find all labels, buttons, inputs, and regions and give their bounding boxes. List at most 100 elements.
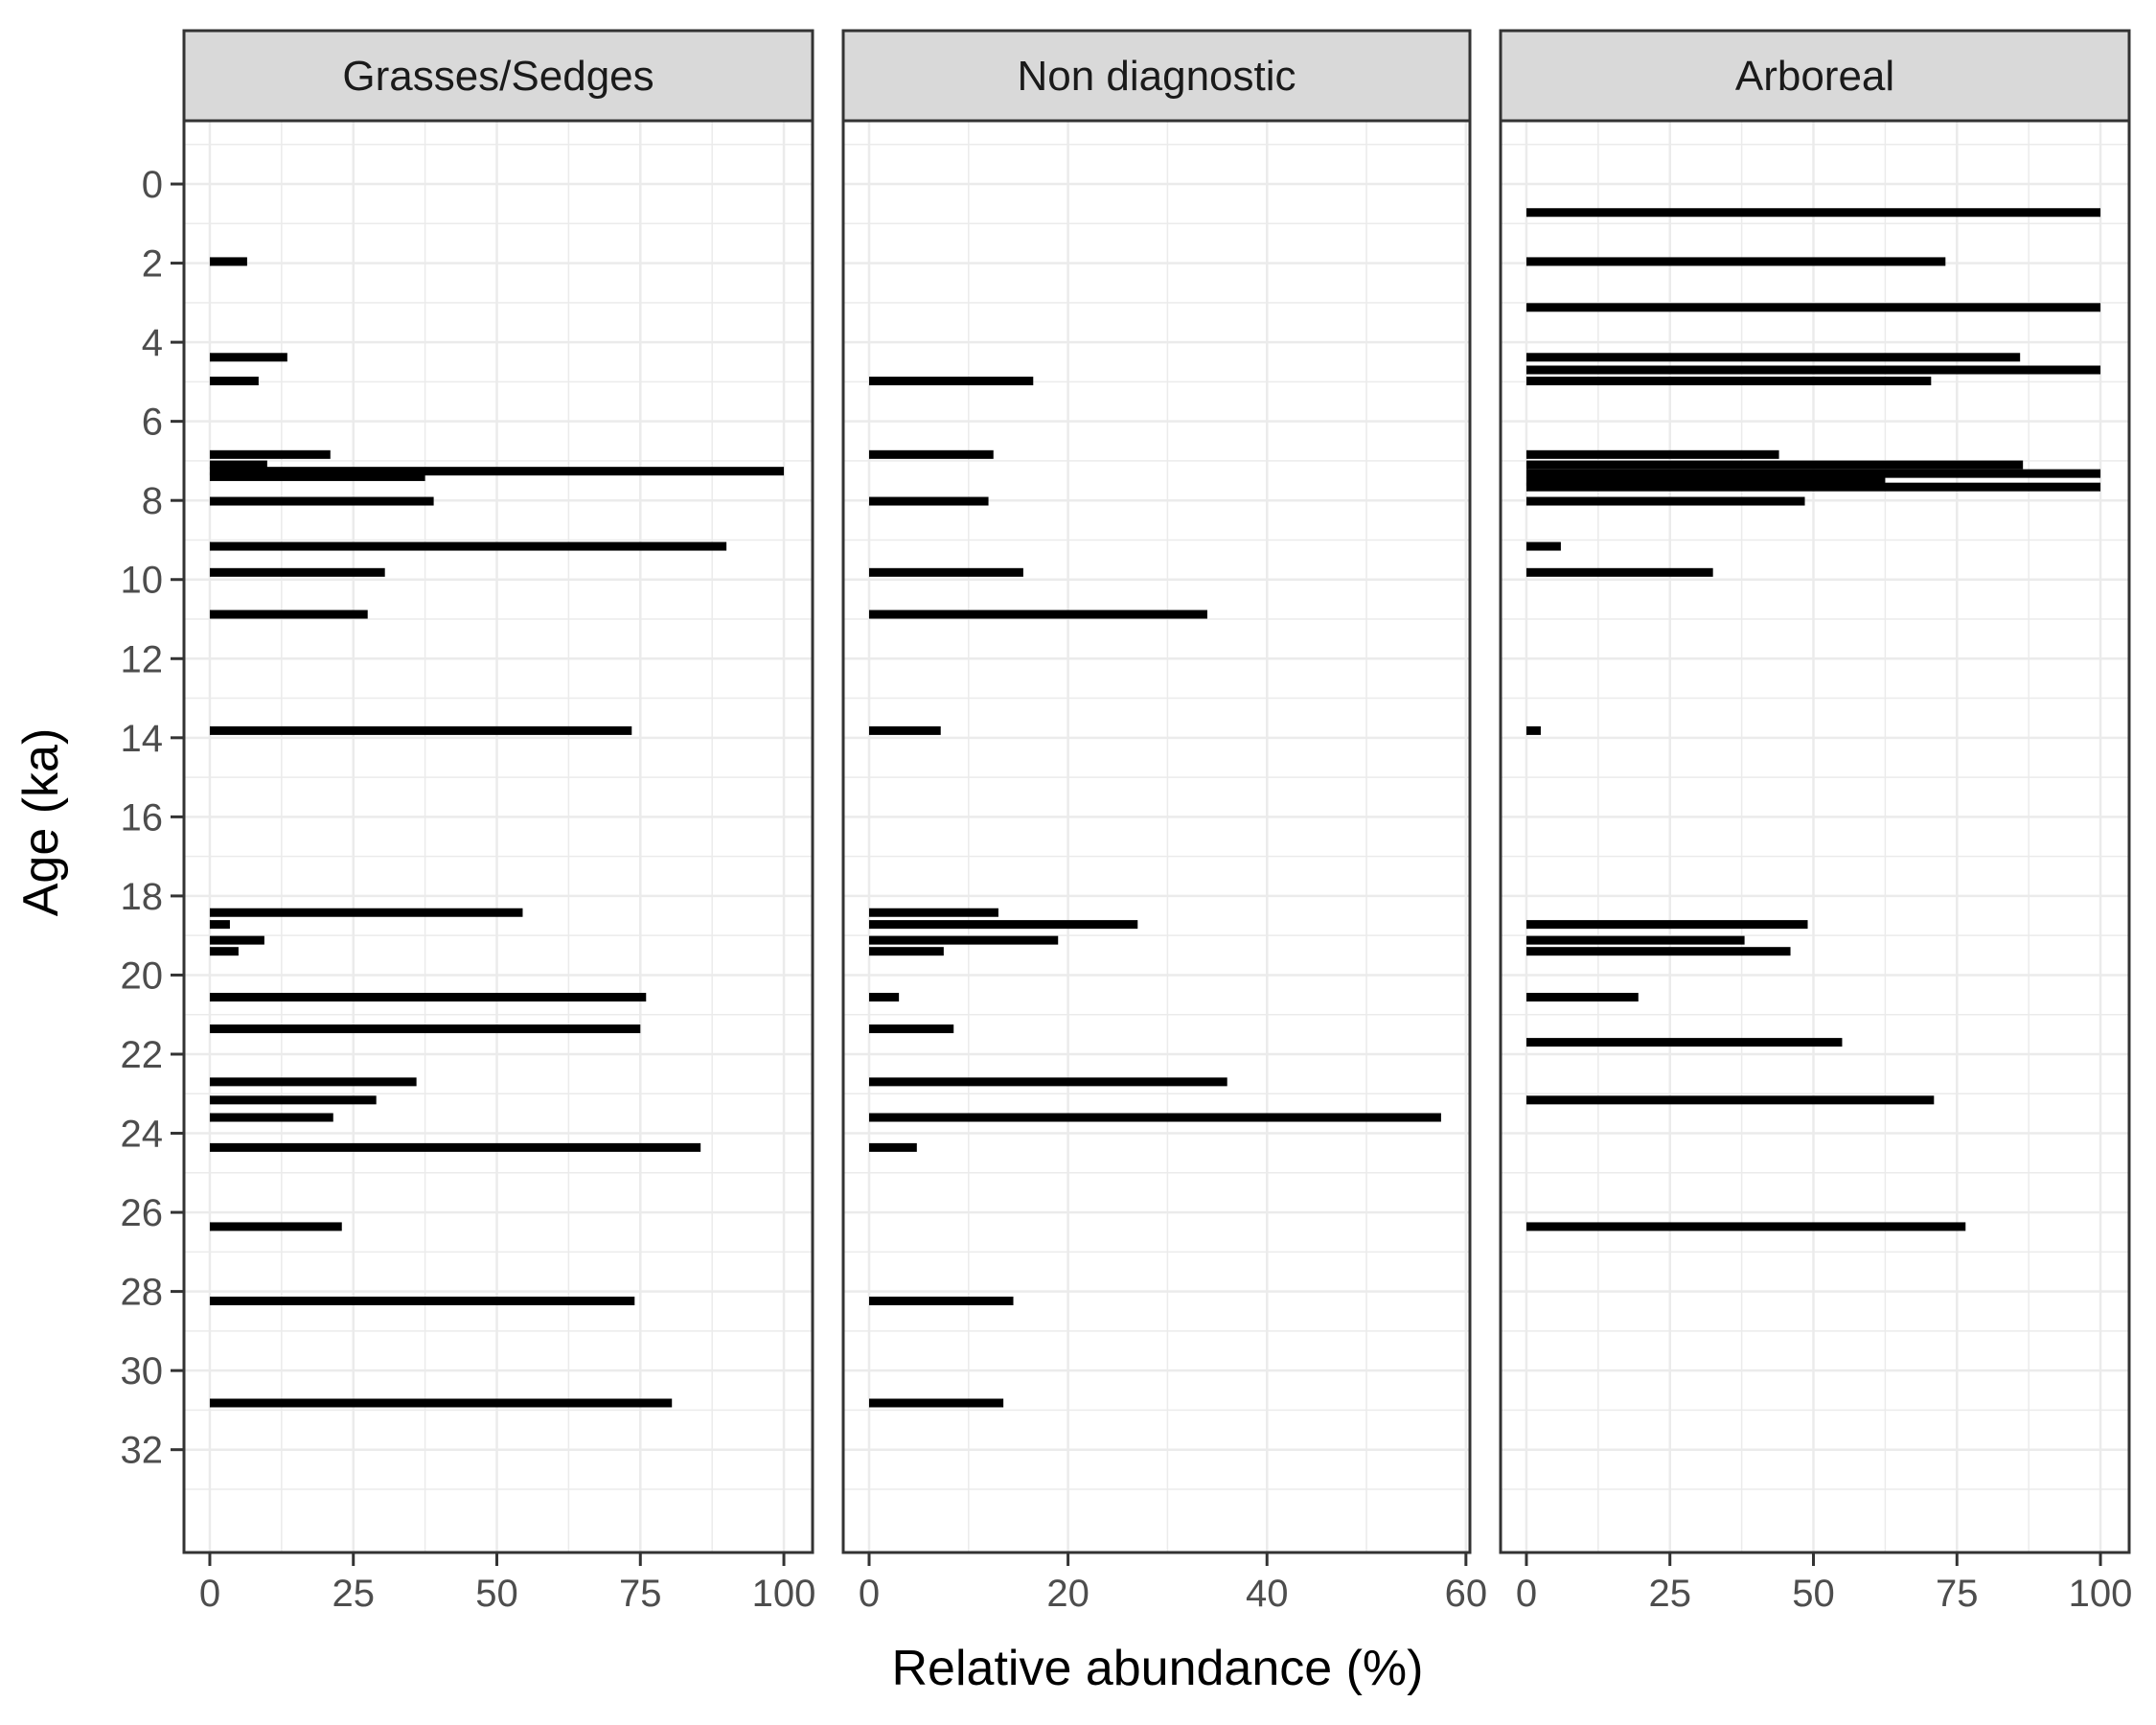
bar [209,460,267,470]
bar [1525,920,1808,930]
bar [209,610,368,619]
x-tick-label: 25 [332,1573,375,1615]
y-tick-label: 24 [121,1114,164,1156]
bar [1525,725,1541,735]
facet-title: Non diagnostic [1017,53,1296,100]
bar [1525,353,2021,362]
y-tick-label: 30 [121,1350,164,1392]
bar [1525,1038,1843,1047]
x-tick-label: 75 [1936,1573,1979,1615]
facet-strip [182,29,814,123]
panel-border [841,119,1472,1554]
bar [1525,377,1932,386]
bar [868,993,900,1002]
y-tick-label: 0 [142,164,163,206]
bar [1525,257,1946,266]
bar [209,541,727,551]
panel: Arboreal 0 25 50 75 100 [1499,29,2133,1615]
bar [1525,476,1886,486]
panel-border [182,119,814,1554]
bar [868,920,1138,930]
bar [868,725,941,735]
bar [209,1113,333,1122]
bar [1525,449,1779,459]
bar [209,449,331,459]
bar [209,1077,417,1087]
panel: Grasses/Sedges 0 25 50 75 100 [182,29,816,1615]
bar [868,1297,1014,1306]
bar [868,1077,1227,1087]
bar [209,935,264,945]
bar [868,1113,1441,1122]
bar [868,1024,954,1034]
x-tick-label: 100 [2069,1573,2133,1615]
y-tick-label: 12 [121,638,164,680]
bar [209,472,425,481]
y-tick-label: 4 [142,322,163,364]
y-tick-label: 20 [121,954,164,997]
chart-panels: Grasses/Sedges 0 25 50 75 100 Non diagnostic 0 2… [182,29,2133,1615]
x-axis-label: Relative abundance (%) [892,1641,1424,1696]
bar [209,257,247,266]
y-tick-label: 28 [121,1272,164,1314]
bar [868,377,1034,386]
y-axis-label: Age (ka) [13,728,69,917]
bar [868,496,989,506]
facet-strip [1499,29,2131,123]
facet-strip [841,29,1472,123]
bar [209,467,785,476]
bar [1525,541,1561,551]
y-tick-label: 22 [121,1034,164,1076]
x-tick-label: 25 [1648,1573,1691,1615]
bar [1525,208,2101,218]
bar [868,1398,1004,1408]
x-tick-label: 60 [1445,1573,1488,1615]
x-tick-label: 100 [752,1573,816,1615]
bar [209,1297,635,1306]
bar [1525,460,2024,470]
panel: Non diagnostic 0 20 40 60 [841,29,1488,1615]
bar [868,567,1023,577]
x-tick-label: 0 [199,1573,220,1615]
bar [1525,365,2101,375]
bar [1525,303,2101,312]
bar [1525,482,2101,492]
y-tick-label: 32 [121,1430,164,1472]
bar [209,1398,673,1408]
x-tick-label: 40 [1246,1573,1289,1615]
bar [209,1095,377,1105]
bar [209,1222,342,1231]
bar [868,935,1059,945]
bar [209,377,259,386]
x-tick-label: 0 [859,1573,880,1615]
bar [868,908,998,917]
bar [209,496,434,506]
bar [868,449,994,459]
bar [1525,993,1639,1002]
y-tick-label: 16 [121,796,164,839]
bar [209,725,632,735]
bar [868,947,944,956]
facet-title: Arboreal [1735,53,1894,100]
y-tick-label: 14 [121,718,164,760]
y-tick-label: 8 [142,480,163,522]
facet-title: Grasses/Sedges [342,53,654,100]
y-tick-label: 18 [121,876,164,918]
bar [1525,1222,1966,1231]
y-tick-label: 6 [142,402,163,444]
bar [1525,1095,1935,1105]
y-tick-label: 26 [121,1192,164,1234]
bar [209,908,523,917]
bar [868,1142,917,1152]
x-tick-label: 0 [1516,1573,1537,1615]
y-tick-label: 2 [142,243,163,286]
bar [209,1142,701,1152]
x-tick-label: 75 [619,1573,662,1615]
y-tick-label: 10 [121,560,164,602]
bar [1525,947,1791,956]
bar [209,567,385,577]
bar [1525,935,1745,945]
bar [868,610,1207,619]
